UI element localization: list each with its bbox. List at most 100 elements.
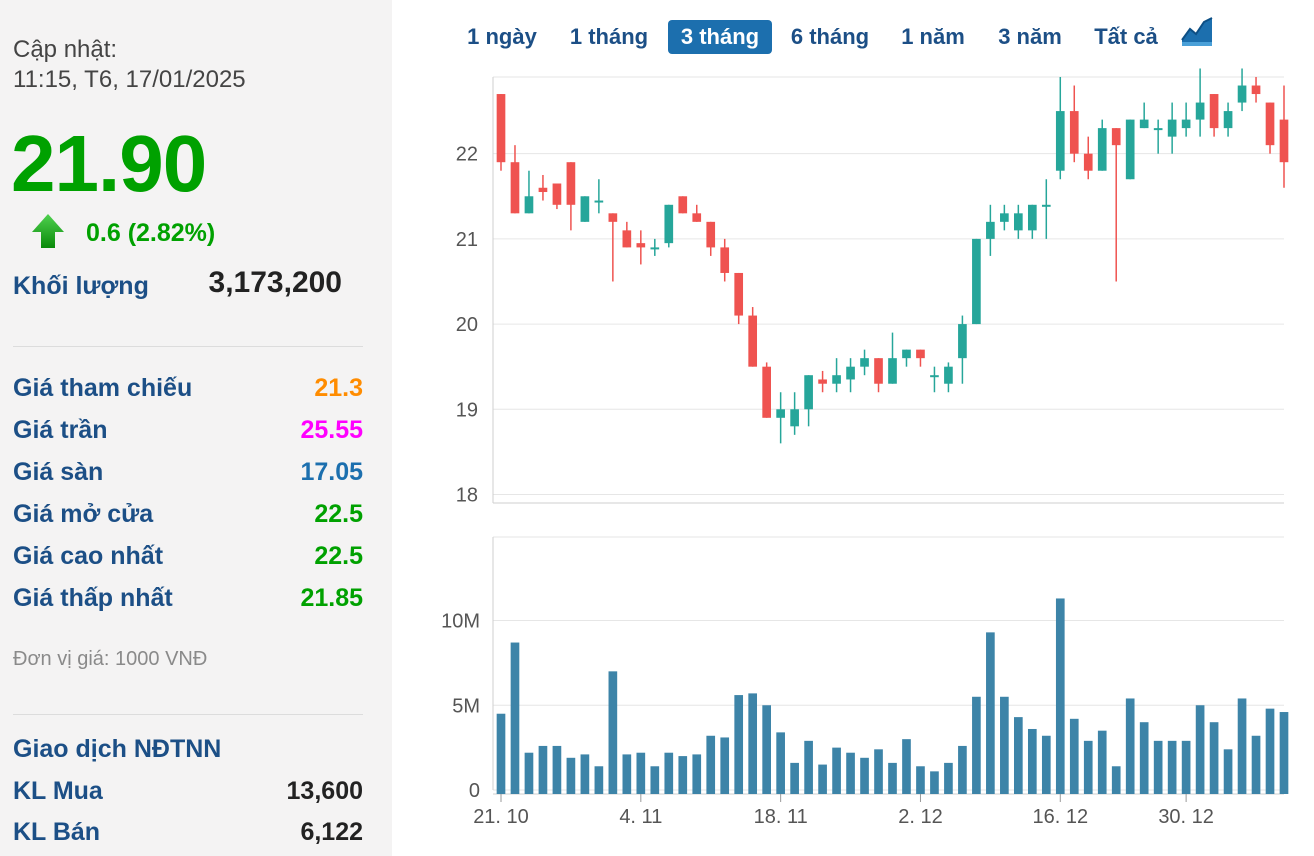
x-tick-label: 21. 10 [473,806,529,828]
foreign-buy-row: KL Mua 13,600 [13,777,363,811]
stat-value: 21.85 [300,584,363,612]
volume-bar [608,671,618,794]
volume-bar [1167,740,1177,794]
volume-bar [748,693,758,794]
stat-row-open: Giá mở cửa 22.5 [13,500,363,534]
volume-value: 3,173,200 [208,266,342,299]
volume-bar [1237,698,1247,794]
stat-label: Giá trần [13,416,108,444]
volume-bar [734,695,744,794]
candle-body [692,213,702,222]
candle-body [818,379,827,384]
candle-body [566,162,576,205]
volume-bar [706,735,716,794]
volume-bar [818,764,827,794]
candle-body [594,200,604,203]
x-tick-label: 4. 11 [619,806,662,828]
candle-body [972,238,981,325]
volume-tick-label: 10M [441,611,480,633]
price-tick-label: 19 [456,399,478,421]
volume-bar [944,762,953,794]
volume-bar [1097,730,1107,794]
volume-bar [860,757,869,794]
tab-1-year[interactable]: 1 năm [901,24,965,49]
update-time: 11:15, T6, 17/01/2025 [13,66,246,93]
update-label: Cập nhật: [13,36,118,63]
volume-bar [986,632,995,794]
candle-body [678,196,688,214]
candle-body [1097,128,1107,171]
volume-bar [1251,735,1261,794]
candle-body [930,375,939,378]
stat-label: Giá cao nhất [13,542,164,570]
volume-bar [650,766,660,794]
candle-body [902,349,911,359]
volume-bar [888,762,897,794]
candle-body [874,358,883,384]
candle-body [524,196,534,214]
candle-body [1265,102,1275,146]
candle-body [1251,85,1261,95]
candle-body [1014,213,1023,231]
volume-bar [538,745,548,794]
tab-6-months[interactable]: 6 tháng [790,24,870,49]
volume-tick-label: 0 [469,780,480,802]
candle-body [664,204,674,244]
candle-body [608,213,618,222]
volume-bar [1181,740,1191,794]
x-tick-label: 30. 12 [1158,806,1214,828]
volume-bar [1223,749,1233,794]
candle-body [1209,94,1219,129]
volume-bar [846,752,855,794]
tab-3-months[interactable]: 3 tháng [668,20,772,54]
candle-body [622,230,632,248]
volume-bar [1111,766,1121,794]
area-chart-icon[interactable] [1180,16,1214,48]
stat-label: Giá thấp nhất [13,584,173,612]
candle-body [888,358,897,384]
foreign-trading-title: Giao dịch NĐTNN [13,735,222,763]
candle-body [1167,119,1177,137]
tab-1-day[interactable]: 1 ngày [467,24,537,49]
candle-body [944,366,953,384]
stat-row-high: Giá cao nhất 22.5 [13,542,363,576]
candle-body [1069,111,1079,154]
volume-bar [916,766,925,794]
stock-info-panel: Cập nhật: 11:15, T6, 17/01/2025 21.90 0.… [0,0,392,856]
tab-1-month[interactable]: 1 tháng [569,24,649,49]
candle-body [1139,119,1149,129]
candle-body [916,349,925,359]
volume-bar [832,747,841,794]
tab-all[interactable]: Tất cả [1094,24,1158,49]
volume-bar [902,739,911,794]
foreign-sell-value: 6,122 [300,818,363,846]
volume-bar [1195,705,1205,794]
volume-bar [972,696,981,794]
tab-3-years[interactable]: 3 năm [998,24,1062,49]
volume-bar [1209,722,1219,794]
volume-tick-label: 5M [452,695,480,717]
candle-body [580,196,590,222]
volume-bar [1000,696,1009,794]
volume-bar [1041,735,1051,794]
volume-bar [636,752,646,794]
price-tick-label: 18 [456,484,478,506]
price-tick-label: 22 [456,144,478,166]
volume-bar [762,705,771,794]
volume-bar [524,752,534,794]
candle-body [496,94,506,163]
volume-bar [594,766,604,794]
candle-body [552,183,562,205]
stat-value: 22.5 [314,542,363,570]
volume-bar [1125,698,1135,794]
candle-body [1083,153,1093,171]
stat-label: Giá tham chiếu [13,374,193,402]
stat-value: 21.3 [314,374,363,402]
volume-bar [1014,717,1023,794]
candle-body [832,375,841,384]
candle-body [986,221,995,239]
candle-body [734,272,744,316]
stat-row-floor: Giá sàn 17.05 [13,458,363,492]
stat-value: 25.55 [300,416,363,444]
